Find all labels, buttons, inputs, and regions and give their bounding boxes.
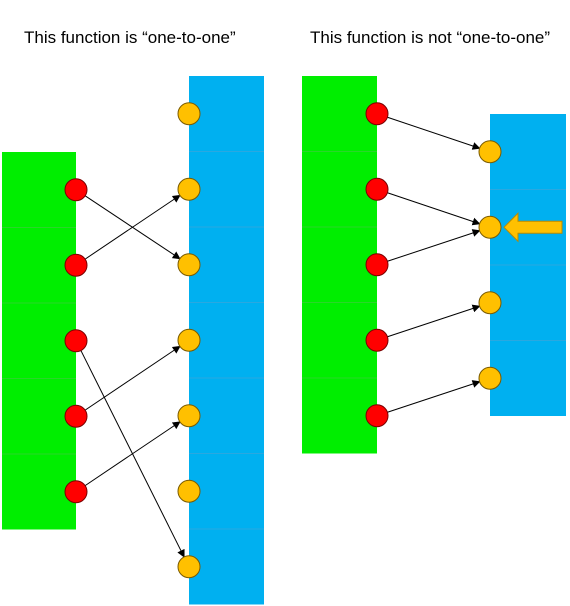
- left-codomain-point: [177, 328, 201, 352]
- right-domain-point: [365, 404, 389, 428]
- right-mapping-arrow: [387, 192, 481, 226]
- left-mapping-arrow: [84, 194, 181, 260]
- right-domain-point: [365, 328, 389, 352]
- right-highlight-arrow: [503, 212, 563, 243]
- right-mapping-arrow: [387, 380, 481, 413]
- left-domain-point: [64, 480, 88, 504]
- right-codomain-point: [478, 215, 502, 239]
- left-codomain-point: [177, 177, 201, 201]
- right-domain-point: [365, 253, 389, 277]
- right-codomain-point: [478, 366, 502, 390]
- left-mapping-arrow: [84, 345, 181, 411]
- right-codomain-point: [478, 140, 502, 164]
- right-title: This function is not “one-to-one”: [310, 28, 551, 47]
- left-domain-point: [64, 404, 88, 428]
- one-to-one-diagram: [2, 76, 264, 605]
- right-mapping-arrow: [387, 304, 481, 338]
- left-codomain-point: [177, 479, 201, 503]
- left-codomain-point: [177, 404, 201, 428]
- left-domain-set: [2, 152, 76, 530]
- left-title: This function is “one-to-one”: [24, 28, 236, 47]
- right-domain-point: [365, 177, 389, 201]
- right-domain-set: [302, 76, 377, 454]
- left-codomain-point: [177, 102, 201, 126]
- right-domain-point: [365, 102, 389, 126]
- right-mapping-arrow: [387, 229, 481, 262]
- right-codomain-point: [478, 291, 502, 315]
- left-mapping-arrow: [84, 421, 181, 487]
- left-domain-point: [64, 178, 88, 202]
- left-codomain-point: [177, 253, 201, 277]
- left-codomain-point: [177, 555, 201, 579]
- left-codomain-set: [189, 76, 264, 605]
- not-one-to-one-diagram: [302, 76, 566, 454]
- left-domain-point: [64, 329, 88, 353]
- left-domain-point: [64, 253, 88, 277]
- right-mapping-arrow: [387, 116, 481, 150]
